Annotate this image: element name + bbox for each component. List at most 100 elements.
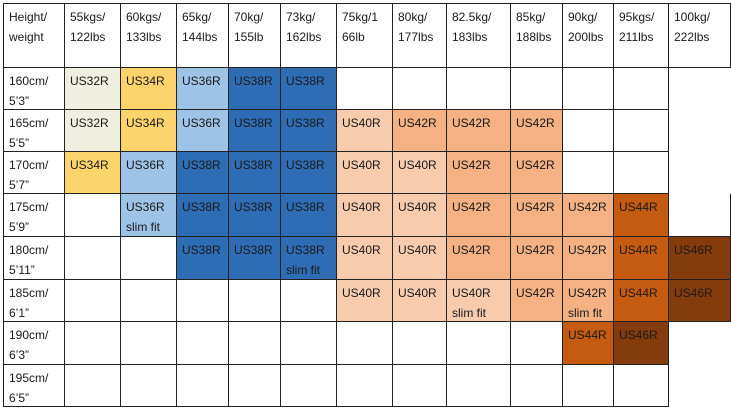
size-cell: US42R slim fit: [563, 280, 614, 322]
size-cell: US38R: [281, 110, 337, 152]
size-cell: US34R: [121, 110, 177, 152]
empty-cell: [447, 322, 511, 365]
size-cell: US42R: [563, 194, 614, 237]
size-cell: US38R: [229, 110, 281, 152]
size-cell: US40R: [393, 194, 447, 237]
empty-cell: [563, 68, 614, 110]
size-cell: US44R: [563, 322, 614, 365]
size-cell: US42R: [447, 110, 511, 152]
size-cell: US46R: [614, 322, 669, 365]
size-cell: US36R: [121, 152, 177, 194]
size-cell: US40R: [393, 280, 447, 322]
size-cell: US38R: [281, 194, 337, 237]
header-cell: 85kg/ 188lbs: [511, 3, 563, 68]
header-cell: 70kg/ 155lb: [229, 3, 281, 68]
empty-cell: [65, 365, 121, 407]
size-cell: US34R: [65, 152, 121, 194]
empty-cell: [393, 365, 447, 407]
height-cell: 160cm/ 5’3”: [3, 68, 65, 110]
header-cell: 73kg/ 162lbs: [281, 3, 337, 68]
size-cell: US42R: [511, 110, 563, 152]
height-cell: 190cm/ 6’3”: [3, 322, 65, 365]
empty-cell: [669, 194, 731, 237]
size-cell: US42R: [447, 194, 511, 237]
header-cell: 95kgs/ 211lbs: [614, 3, 669, 68]
size-cell: US40R: [393, 152, 447, 194]
empty-cell: [393, 322, 447, 365]
empty-cell: [614, 68, 669, 110]
size-cell: US42R: [447, 237, 511, 280]
size-cell: US36R slim fit: [121, 194, 177, 237]
size-cell: US38R: [281, 68, 337, 110]
empty-cell: [511, 68, 563, 110]
size-cell: US38R: [229, 68, 281, 110]
header-cell: 65kg/ 144lbs: [177, 3, 229, 68]
size-cell: US38R: [177, 237, 229, 280]
empty-cell: [229, 365, 281, 407]
empty-cell: [563, 365, 614, 407]
empty-cell: [177, 322, 229, 365]
empty-cell: [281, 322, 337, 365]
size-cell: US38R: [177, 194, 229, 237]
empty-cell: [281, 365, 337, 407]
empty-cell: [614, 152, 669, 194]
height-cell: 195cm/ 6’5”: [3, 365, 65, 407]
header-cell: 82.5kg/ 183lbs: [447, 3, 511, 68]
size-cell: US38R: [229, 152, 281, 194]
empty-cell: [65, 280, 121, 322]
size-cell: US40R: [337, 237, 393, 280]
header-cell: 90kg/ 200lbs: [563, 3, 614, 68]
empty-cell: [177, 280, 229, 322]
empty-cell: [65, 237, 121, 280]
empty-cell: [511, 322, 563, 365]
size-cell: US38R: [281, 152, 337, 194]
empty-cell: [447, 68, 511, 110]
size-cell: US40R: [337, 280, 393, 322]
size-cell: US42R: [511, 280, 563, 322]
empty-cell: [511, 365, 563, 407]
size-cell: US42R: [511, 194, 563, 237]
empty-cell: [229, 322, 281, 365]
empty-cell: [563, 152, 614, 194]
size-cell: US38R: [229, 194, 281, 237]
size-cell: US40R: [337, 110, 393, 152]
size-cell: US32R: [65, 110, 121, 152]
height-cell: 175cm/ 5’9”: [3, 194, 65, 237]
size-cell: US38R: [177, 152, 229, 194]
empty-cell: [337, 322, 393, 365]
empty-cell: [177, 365, 229, 407]
size-cell: US40R: [393, 237, 447, 280]
size-cell: US44R: [614, 194, 669, 237]
size-cell: US42R: [511, 152, 563, 194]
empty-cell: [337, 365, 393, 407]
size-cell: US40R slim fit: [447, 280, 511, 322]
empty-cell: [121, 280, 177, 322]
empty-cell: [614, 365, 669, 407]
size-cell: US36R: [177, 68, 229, 110]
size-cell: US42R: [447, 152, 511, 194]
height-cell: 165cm/ 5’5”: [3, 110, 65, 152]
empty-cell: [447, 365, 511, 407]
size-cell: US40R: [337, 194, 393, 237]
header-cell: 55kgs/ 122lbs: [65, 3, 121, 68]
empty-cell: [229, 280, 281, 322]
size-cell: US32R: [65, 68, 121, 110]
empty-cell: [563, 110, 614, 152]
empty-cell: [121, 322, 177, 365]
size-cell: US46R: [669, 280, 731, 322]
empty-cell: [614, 110, 669, 152]
header-cell: 60kgs/ 133lbs: [121, 3, 177, 68]
size-cell: US42R: [393, 110, 447, 152]
height-cell: 170cm/ 5’7”: [3, 152, 65, 194]
empty-cell: [281, 280, 337, 322]
empty-cell: [121, 237, 177, 280]
empty-cell: [337, 68, 393, 110]
header-cell: 100kg/ 222lbs: [669, 3, 731, 68]
size-cell: US42R: [563, 237, 614, 280]
empty-cell: [65, 194, 121, 237]
empty-cell: [393, 68, 447, 110]
height-cell: 185cm/ 6’1”: [3, 280, 65, 322]
header-cell: Height/ weight: [3, 3, 65, 68]
size-cell: US46R: [669, 237, 731, 280]
